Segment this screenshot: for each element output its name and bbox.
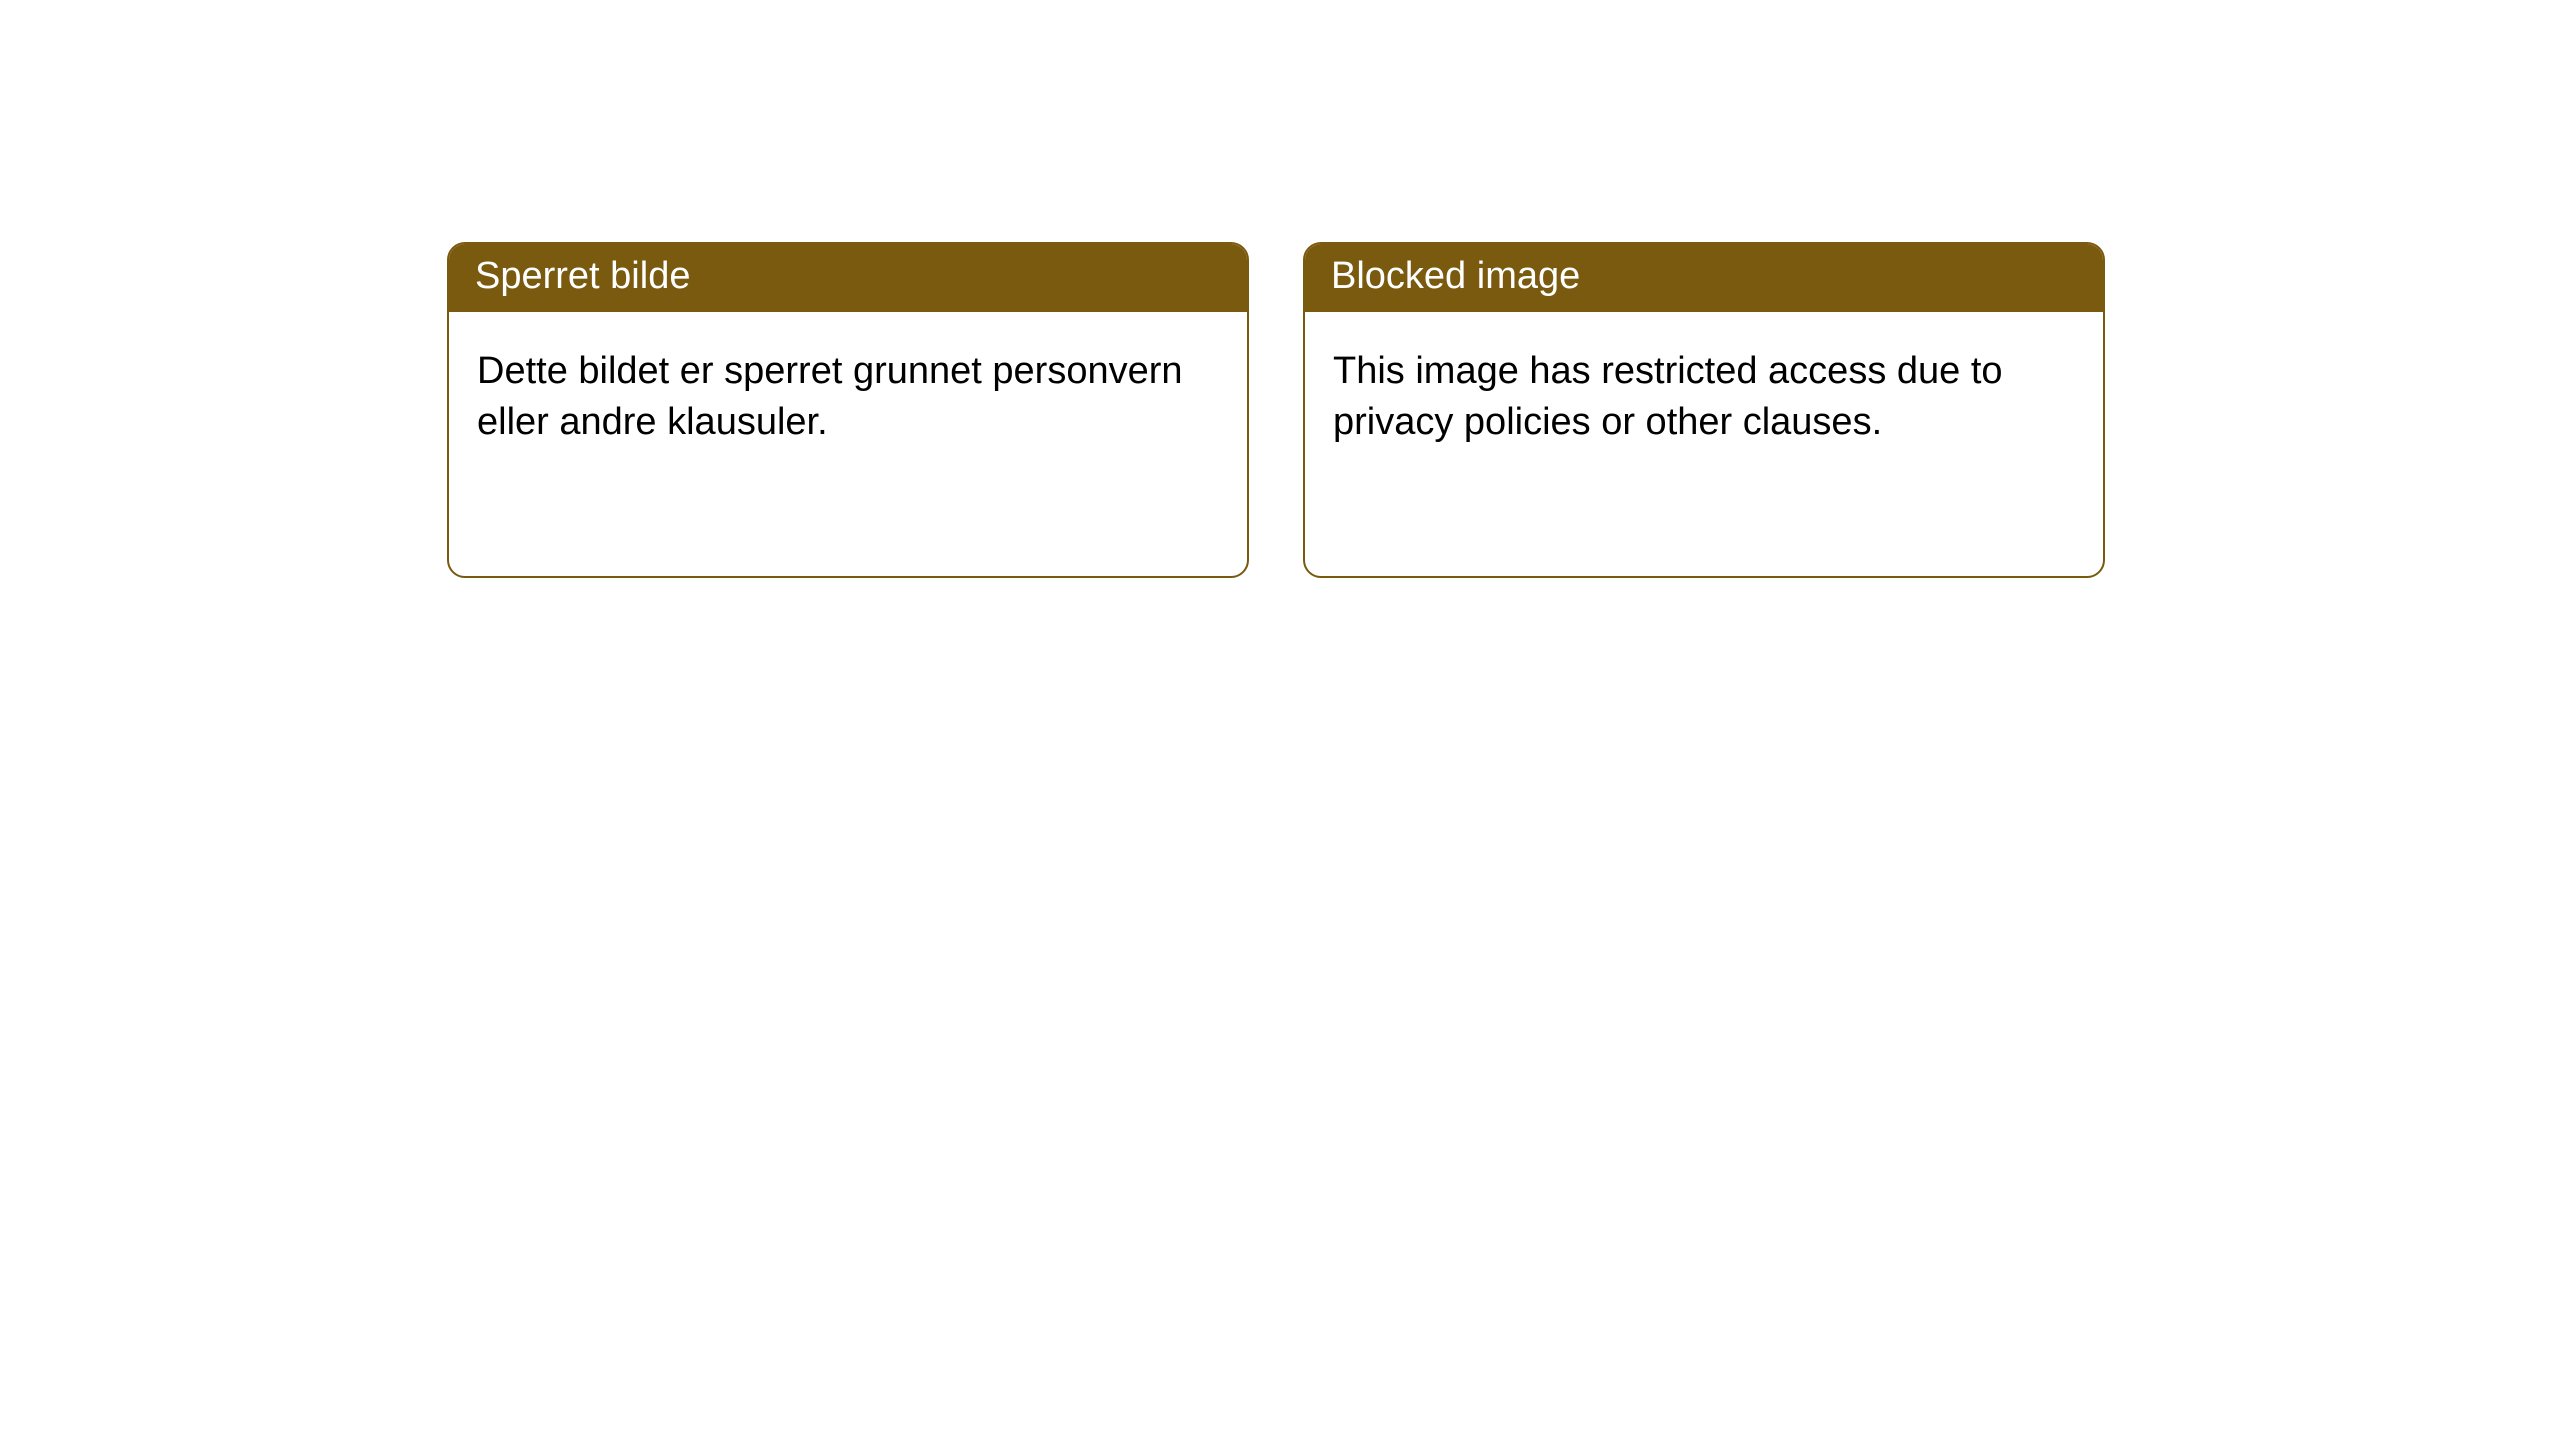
notice-cards-container: Sperret bilde Dette bildet er sperret gr… (0, 0, 2560, 578)
card-title: Blocked image (1305, 244, 2103, 312)
notice-card-norwegian: Sperret bilde Dette bildet er sperret gr… (447, 242, 1249, 578)
card-title: Sperret bilde (449, 244, 1247, 312)
notice-card-english: Blocked image This image has restricted … (1303, 242, 2105, 578)
card-body-text: Dette bildet er sperret grunnet personve… (449, 312, 1247, 483)
card-body-text: This image has restricted access due to … (1305, 312, 2103, 483)
